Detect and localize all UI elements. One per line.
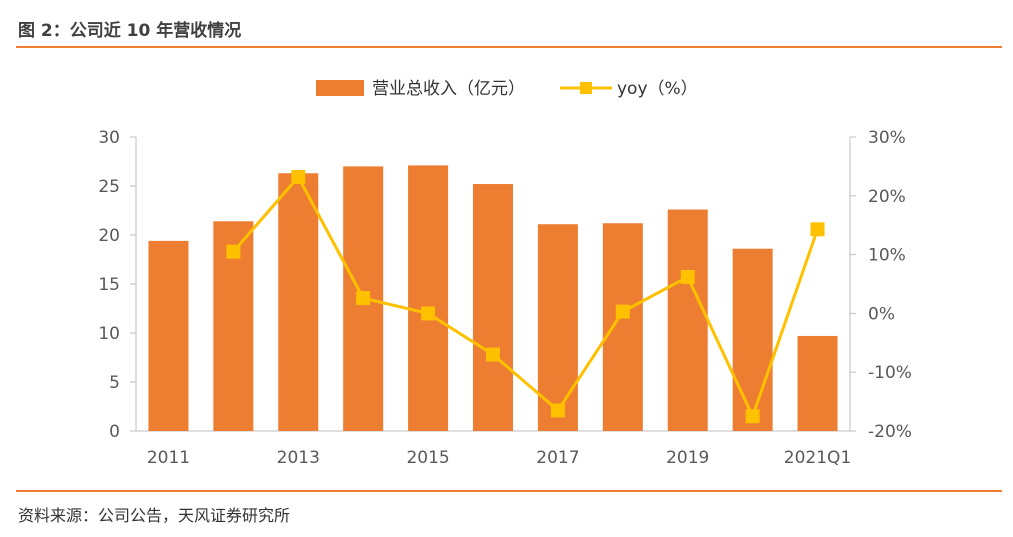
revenue-bar xyxy=(667,209,708,431)
left-tick-label: 10 xyxy=(98,324,120,344)
right-tick-label: 20% xyxy=(868,187,906,207)
revenue-bar xyxy=(278,173,319,431)
yoy-point xyxy=(745,409,760,424)
x-tick-label: 2011 xyxy=(147,448,190,468)
x-tick-label: 2021Q1 xyxy=(784,448,851,468)
right-tick-label: 0% xyxy=(868,304,895,324)
right-tick-label: 10% xyxy=(868,246,906,266)
revenue-bar xyxy=(473,184,513,431)
right-tick-label: 30% xyxy=(868,128,906,148)
left-tick-label: 5 xyxy=(109,373,120,393)
revenue-bar xyxy=(602,223,643,431)
yoy-point xyxy=(680,269,695,284)
legend-bar-label: 营业总收入（亿元） xyxy=(372,79,525,99)
legend-line-marker xyxy=(580,82,592,94)
legend-bar-swatch xyxy=(316,80,364,96)
yoy-point xyxy=(291,169,306,184)
right-tick-label: -10% xyxy=(868,363,912,383)
page-title: 图 2：公司近 10 年营收情况 xyxy=(18,21,242,41)
x-tick-label: 2013 xyxy=(277,448,320,468)
chart-legend: 营业总收入（亿元） yoy（%） xyxy=(316,79,698,99)
left-tick-label: 25 xyxy=(98,177,120,197)
left-tick-label: 30 xyxy=(98,128,120,148)
revenue-bar xyxy=(408,165,449,432)
left-tick-label: 15 xyxy=(98,275,120,295)
left-tick-label: 20 xyxy=(98,226,120,246)
revenue-bar xyxy=(537,224,578,431)
x-tick-label: 2017 xyxy=(536,448,579,468)
yoy-point xyxy=(421,306,436,321)
yoy-point xyxy=(486,347,500,362)
yoy-point xyxy=(550,403,565,418)
revenue-chart: 营业总收入（亿元） yoy（%） 0 5 10 15 20 25 30 -20% -10% 0% 1… xyxy=(98,79,912,468)
source-divider xyxy=(16,490,1002,492)
yoy-point xyxy=(226,244,241,259)
left-tick-label: 0 xyxy=(109,422,120,442)
right-tick-label: -20% xyxy=(868,422,912,442)
yoy-point xyxy=(356,291,371,306)
x-tick-label: 2015 xyxy=(406,448,449,468)
revenue-bar xyxy=(148,240,189,431)
yoy-line xyxy=(232,175,819,418)
title-divider xyxy=(16,46,1002,48)
yoy-point xyxy=(615,304,630,319)
x-tick-label: 2019 xyxy=(666,448,709,468)
revenue-bar xyxy=(797,335,838,431)
revenue-bar xyxy=(732,248,773,431)
source-note: 资料来源：公司公告，天风证券研究所 xyxy=(18,506,291,525)
yoy-point xyxy=(810,222,825,237)
legend-line-label: yoy（%） xyxy=(617,79,698,99)
